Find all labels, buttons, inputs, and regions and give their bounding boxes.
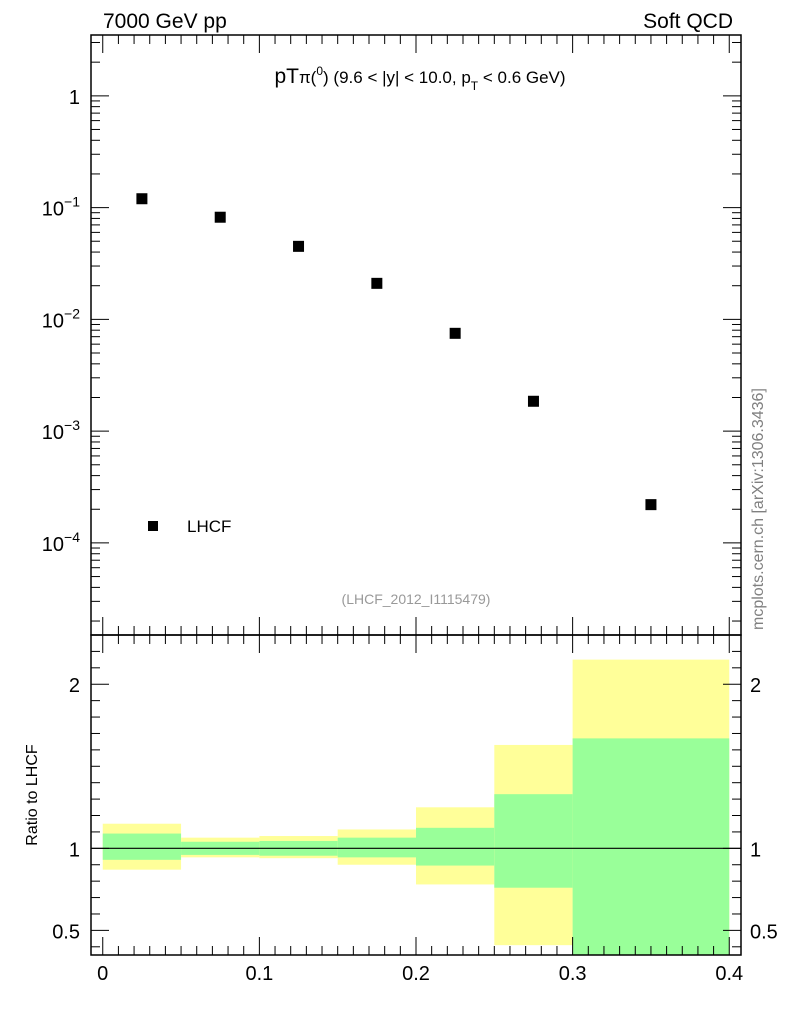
y-tick-label: 1 bbox=[69, 87, 80, 109]
ratio-bands bbox=[102, 659, 730, 955]
header-right: Soft QCD bbox=[643, 10, 733, 33]
x-tick-label: 0 bbox=[97, 963, 108, 985]
data-point bbox=[645, 499, 657, 511]
ratio-y-axis-label: Ratio to LHCF bbox=[24, 744, 41, 846]
ratio-band-inner bbox=[102, 833, 182, 860]
ratio-band-inner bbox=[572, 738, 730, 955]
y-tick-label: 10−4 bbox=[42, 529, 80, 556]
ratio-y-tick-label-right: 1 bbox=[750, 839, 761, 861]
data-point bbox=[449, 327, 461, 339]
data-point bbox=[136, 193, 148, 205]
ratio-band-inner bbox=[494, 794, 573, 888]
ratio-y-tick-label-right: 2 bbox=[750, 675, 761, 697]
chart-title: pTπ(0) (9.6 < |y| < 10.0, pT < 0.6 GeV) bbox=[274, 64, 565, 93]
y-tick-label: 10−3 bbox=[42, 417, 80, 444]
data-point bbox=[293, 240, 305, 252]
ratio-band-inner bbox=[416, 827, 495, 866]
legend-label-lhcf: LHCF bbox=[187, 517, 231, 536]
ratio-y-tick-label-left: 1 bbox=[69, 839, 80, 861]
data-point bbox=[527, 395, 539, 407]
main-plot-panel: 1 10−1 10−2 10−3 10−4 pTπ(0) (9.6 < |y| < 10… bbox=[42, 34, 742, 636]
x-tick-label: 0.3 bbox=[559, 963, 587, 985]
ratio-ticks: 0.5 0.5 1 1 2 2 0 0.1 0.2 0.3 0.4 bbox=[52, 634, 778, 985]
analysis-label: (LHCF_2012_I1115479) bbox=[342, 591, 491, 607]
data-markers bbox=[136, 193, 657, 511]
ratio-y-tick-label-right: 0.5 bbox=[750, 921, 778, 943]
ratio-plot-frame bbox=[90, 634, 742, 956]
ratio-panel: 0.5 0.5 1 1 2 2 0 0.1 0.2 0.3 0.4 Ratio to LHCF bbox=[24, 634, 778, 985]
data-point bbox=[371, 277, 383, 289]
legend-marker-lhcf bbox=[148, 521, 158, 531]
y-tick-label: 10−2 bbox=[42, 305, 80, 332]
x-tick-label: 0.2 bbox=[402, 963, 430, 985]
x-tick-label: 0.4 bbox=[715, 963, 743, 985]
data-point bbox=[214, 211, 226, 223]
side-label: mcplots.cern.ch [arXiv:1306.3436] bbox=[750, 388, 767, 630]
x-tick-label: 0.1 bbox=[245, 963, 273, 985]
ratio-y-tick-label-left: 2 bbox=[69, 675, 80, 697]
main-plot-ticks: 1 10−1 10−2 10−3 10−4 bbox=[42, 35, 741, 635]
header-left: 7000 GeV pp bbox=[103, 10, 227, 33]
ratio-band-inner bbox=[337, 837, 416, 858]
y-tick-label: 10−1 bbox=[42, 194, 80, 221]
ratio-y-tick-label-left: 0.5 bbox=[52, 921, 80, 943]
main-plot-frame bbox=[90, 34, 742, 636]
